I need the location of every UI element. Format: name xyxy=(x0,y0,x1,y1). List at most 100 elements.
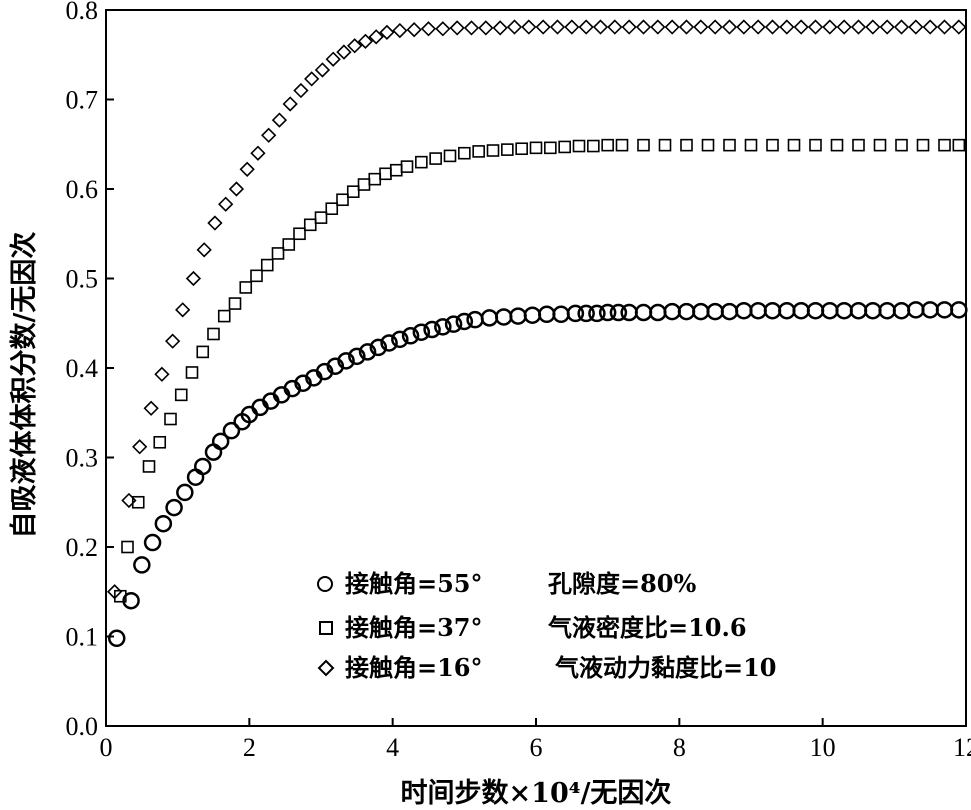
data-point-circle xyxy=(480,309,499,327)
data-point-diamond xyxy=(779,19,795,35)
data-point-circle xyxy=(749,301,767,320)
data-point-circle xyxy=(434,318,452,336)
data-point-square xyxy=(515,142,528,156)
data-point-square xyxy=(830,138,844,152)
data-point-diamond xyxy=(379,24,395,41)
data-point-circle xyxy=(864,301,882,320)
data-point-diamond xyxy=(922,19,938,35)
legend-item-circle: 接触角=55° 孔隙度=80% xyxy=(317,569,697,598)
data-point-diamond xyxy=(936,19,953,35)
data-point-square xyxy=(701,138,715,152)
data-point-diamond xyxy=(478,20,494,36)
data-point-circle xyxy=(821,301,839,320)
series-diamond xyxy=(106,19,967,600)
data-point-diamond xyxy=(664,19,680,35)
data-point-diamond xyxy=(357,33,374,49)
data-point-square xyxy=(282,238,296,251)
data-point-diamond xyxy=(250,145,266,161)
data-point-square xyxy=(357,178,371,191)
data-point-diamond xyxy=(132,439,148,455)
tick-labels: 0 2 4 6 8 10 12 0.0 0.1 0.2 0.3 0.4 0.5 0.6 0.7 0.8 xyxy=(66,0,971,762)
x-tick-label: 4 xyxy=(386,733,399,762)
data-point-square xyxy=(916,138,930,152)
data-point-diamond xyxy=(621,19,637,35)
data-point-diamond xyxy=(435,21,451,37)
x-tick-label: 10 xyxy=(810,733,836,762)
data-point-square xyxy=(325,202,339,215)
data-point-diamond xyxy=(707,19,723,35)
data-point-diamond xyxy=(908,19,924,35)
data-point-circle xyxy=(792,301,810,320)
data-point-square xyxy=(766,138,779,152)
data-point-circle xyxy=(620,303,638,322)
data-point-circle xyxy=(108,629,126,648)
y-tick-label: 0.3 xyxy=(66,444,99,473)
data-point-square xyxy=(207,327,220,341)
data-point-circle xyxy=(133,556,151,574)
data-point-circle xyxy=(778,301,796,320)
legend-marker-diamond xyxy=(317,659,335,677)
data-point-square xyxy=(164,412,177,426)
data-point-circle xyxy=(935,301,954,319)
data-point-circle xyxy=(692,302,710,321)
data-point-circle xyxy=(211,432,230,451)
data-point-square xyxy=(415,155,428,169)
data-point-circle xyxy=(552,305,570,324)
data-point-square xyxy=(346,185,360,198)
legend-item-square: 接触角=37° 气液密度比=10.6 xyxy=(319,613,747,642)
data-point-circle xyxy=(380,334,398,352)
data-point-diamond xyxy=(175,302,191,318)
data-point-circle xyxy=(634,303,653,322)
data-point-square xyxy=(228,297,242,310)
y-tick-label: 0.7 xyxy=(66,86,99,115)
legend: 接触角=55° 孔隙度=80% 接触角=37° 气液密度比=10.6 接触角=1… xyxy=(317,569,777,682)
axes xyxy=(105,9,967,727)
data-point-diamond xyxy=(879,19,895,35)
data-point-diamond xyxy=(592,19,609,35)
data-point-diamond xyxy=(951,19,967,35)
data-point-diamond xyxy=(325,51,341,67)
data-point-diamond xyxy=(304,71,320,87)
data-point-diamond xyxy=(282,96,298,112)
data-point-diamond xyxy=(836,19,852,35)
data-point-square xyxy=(458,146,471,160)
data-point-diamond xyxy=(764,19,781,35)
data-point-diamond xyxy=(143,400,159,416)
data-point-diamond xyxy=(406,22,422,38)
data-point-diamond xyxy=(392,22,408,39)
data-point-circle xyxy=(609,303,628,322)
data-point-square xyxy=(744,138,758,152)
data-point-diamond xyxy=(154,366,170,382)
data-point-diamond xyxy=(578,19,594,35)
data-point-circle xyxy=(222,421,241,440)
data-point-circle xyxy=(509,307,527,325)
x-tick-label: 8 xyxy=(673,733,686,762)
y-tick-label: 0.1 xyxy=(66,623,99,652)
data-point-square xyxy=(303,218,317,232)
data-point-diamond xyxy=(607,19,623,35)
data-point-diamond xyxy=(165,333,181,349)
data-point-diamond xyxy=(228,181,245,197)
data-point-diamond xyxy=(650,19,666,35)
data-point-circle xyxy=(598,303,617,322)
data-point-square xyxy=(314,211,328,224)
data-point-circle xyxy=(720,302,739,321)
y-axis-title: 自吸液体体积分数/无因次 xyxy=(8,232,40,539)
data-point-square xyxy=(787,138,801,152)
data-point-diamond xyxy=(368,29,384,45)
data-point-circle xyxy=(806,301,825,320)
data-point-diamond xyxy=(185,270,202,287)
data-point-circle xyxy=(186,468,205,486)
legend-label-3: 接触角=16° xyxy=(345,653,483,682)
x-tick-label: 6 xyxy=(530,733,543,762)
data-point-diamond xyxy=(207,215,223,231)
data-point-square xyxy=(587,139,600,153)
data-point-diamond xyxy=(293,82,309,99)
data-point-circle xyxy=(391,330,409,349)
data-point-circle xyxy=(466,310,484,329)
data-point-circle xyxy=(369,338,388,357)
series-square xyxy=(114,138,966,603)
data-point-square xyxy=(443,149,457,163)
data-marks xyxy=(106,19,968,648)
